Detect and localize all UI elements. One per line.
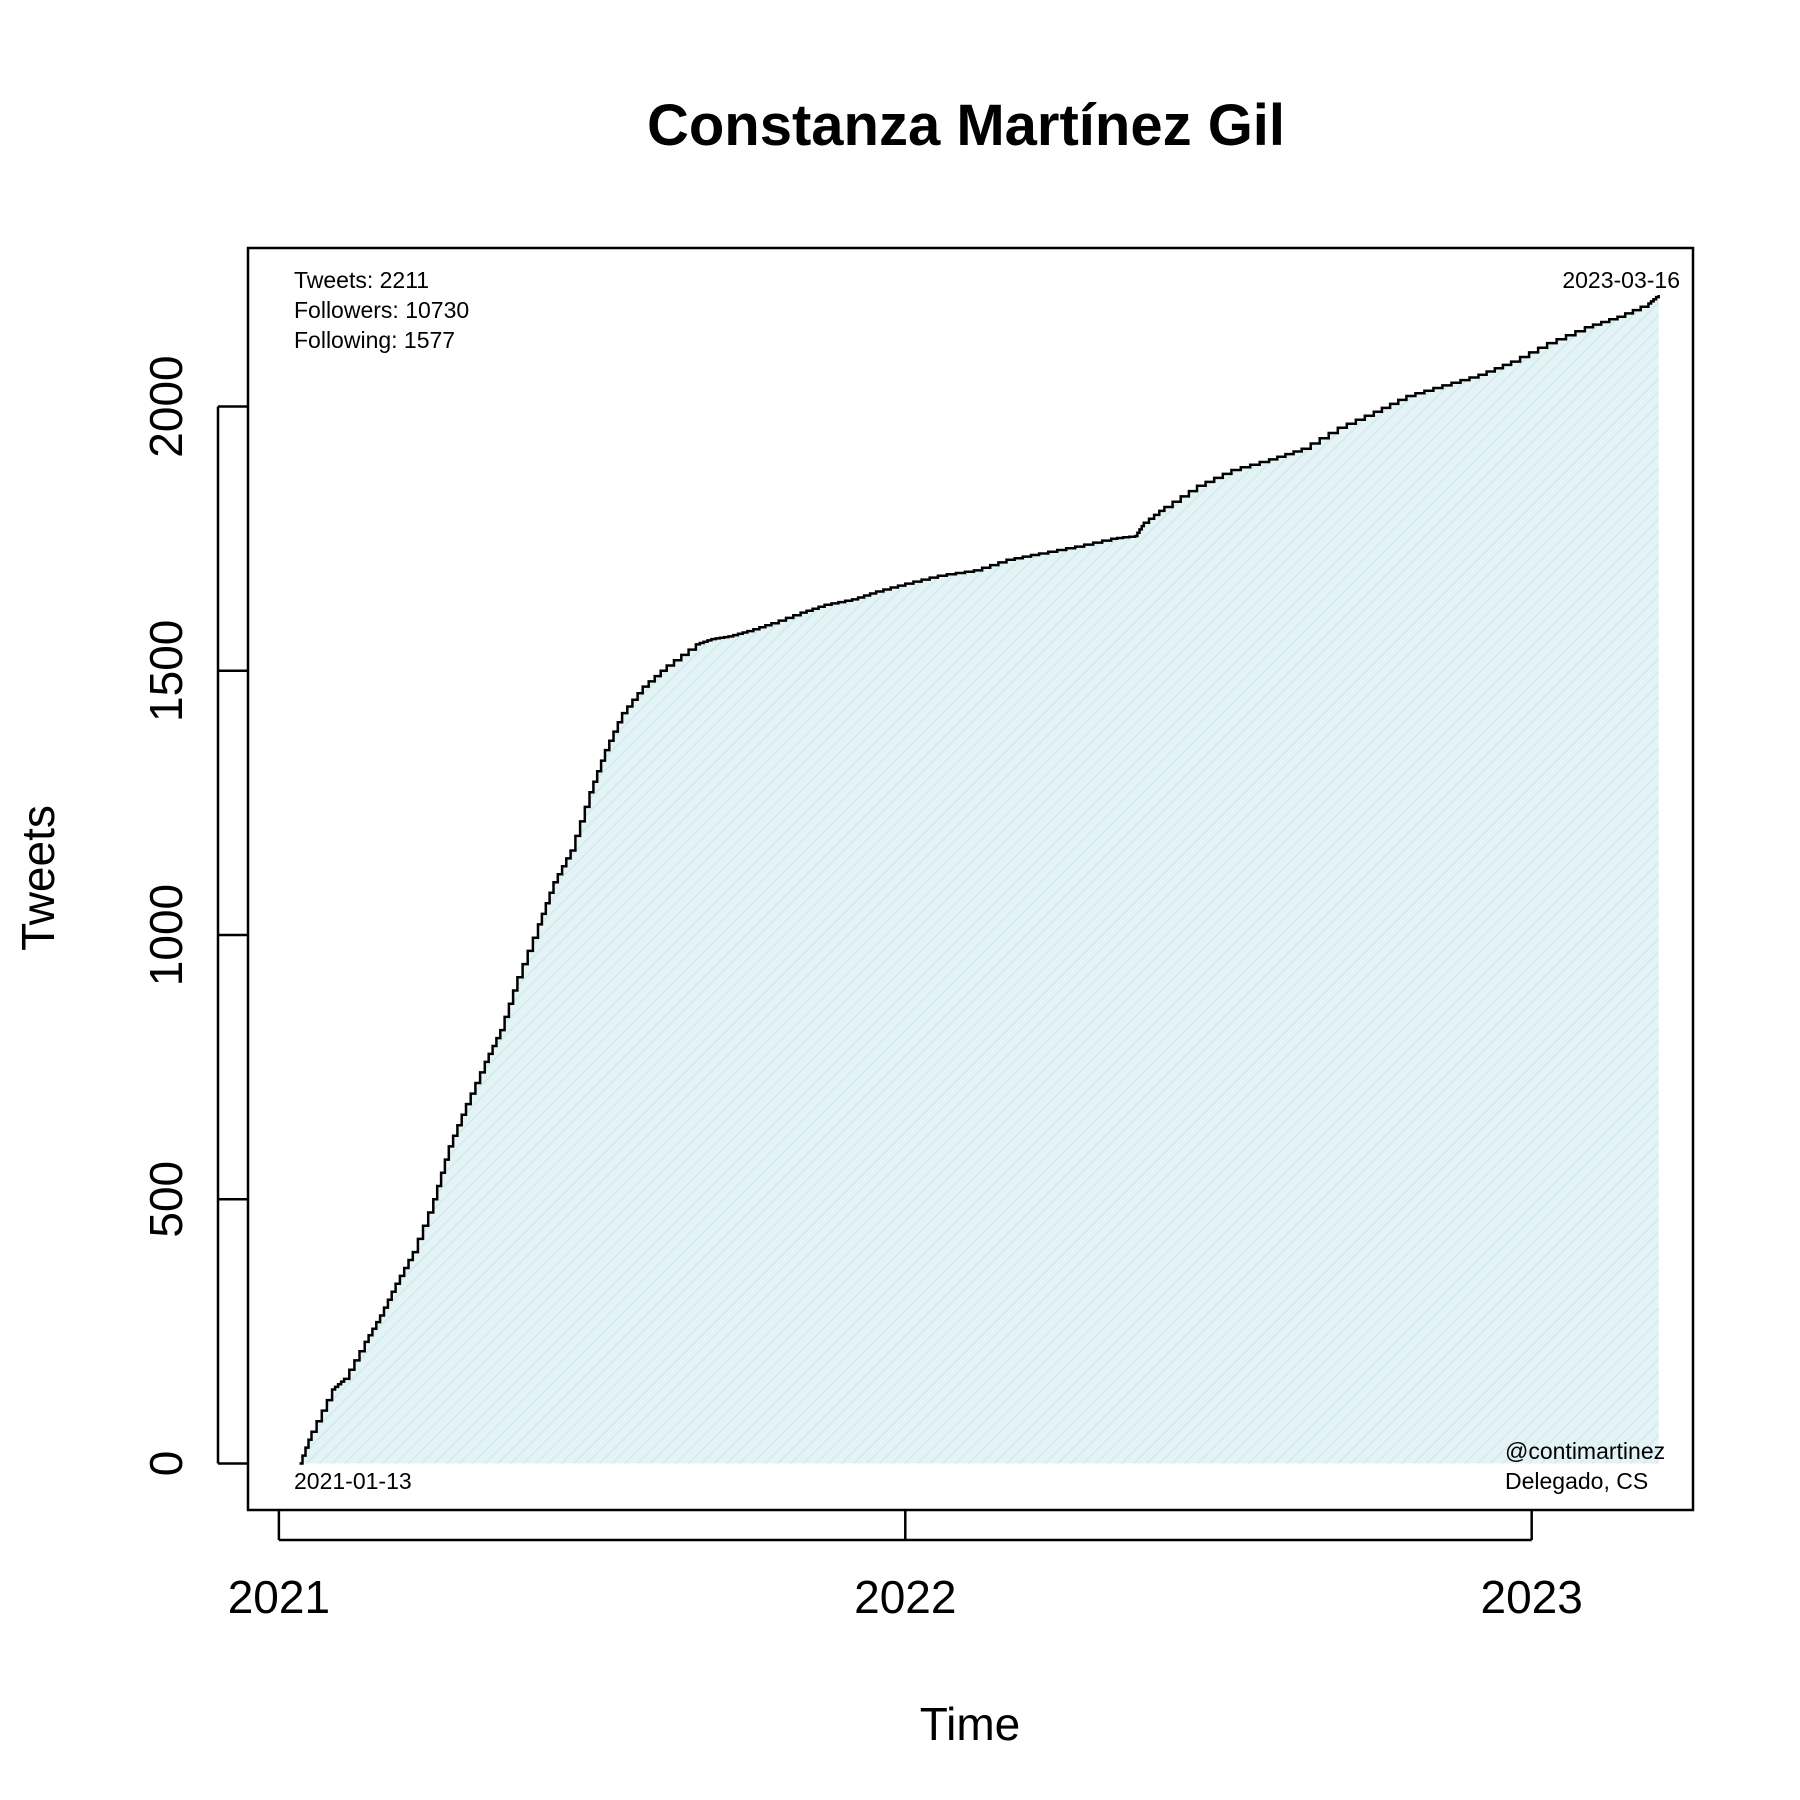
y-axis: 0 500 1000 1500 2000 — [140, 355, 248, 1476]
x-axis-title: Time — [920, 1698, 1021, 1750]
x-tick-label: 2023 — [1481, 1571, 1583, 1623]
plot-frame — [246, 246, 1695, 1512]
y-axis-title: Tweets — [12, 805, 64, 951]
tweets-area-fill — [299, 295, 1659, 1464]
handle-label: @contimartinez — [1505, 1438, 1665, 1464]
y-tick-label: 1500 — [140, 620, 192, 722]
stat-following: Following: 1577 — [294, 327, 455, 353]
end-date-label: 2023-03-16 — [1562, 267, 1680, 293]
x-tick-label: 2022 — [854, 1571, 956, 1623]
y-tick-label: 1000 — [140, 884, 192, 986]
y-tick-label: 500 — [140, 1161, 192, 1238]
x-tick-label: 2021 — [228, 1571, 330, 1623]
y-tick-label: 0 — [140, 1451, 192, 1477]
stat-followers: Followers: 10730 — [294, 297, 469, 323]
x-axis: 2021 2022 2023 — [228, 1510, 1583, 1623]
tweets-series-line — [299, 295, 1660, 1465]
chart-title: Constanza Martínez Gil — [647, 93, 1285, 158]
stat-tweets: Tweets: 2211 — [294, 267, 429, 293]
start-date-label: 2021-01-13 — [294, 1468, 412, 1494]
plot-area — [299, 295, 1660, 1465]
y-tick-label: 2000 — [140, 355, 192, 457]
role-label: Delegado, CS — [1505, 1468, 1648, 1494]
